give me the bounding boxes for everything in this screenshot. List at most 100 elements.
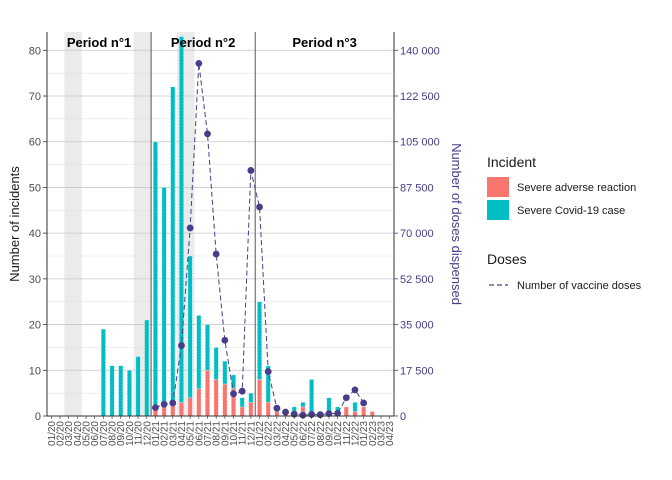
x-tick-label: 04/22 <box>281 421 292 446</box>
bar-adverse-11-21 <box>239 406 245 417</box>
x-tick-label: 03/23 <box>376 421 387 446</box>
period-label: Period n°1 <box>67 35 131 50</box>
bar-covid-02-21 <box>161 187 167 403</box>
doses-point <box>360 399 368 407</box>
plot-panel: Period n°1 Period n°2 Period n°3 <box>47 32 394 419</box>
doses-point <box>334 409 342 417</box>
x-tick-label: 02/21 <box>160 421 171 446</box>
doses-point <box>160 400 168 408</box>
bar-covid-09-22 <box>326 397 332 417</box>
y-tick-label-left: 0 <box>35 411 41 423</box>
x-tick-label: 05/20 <box>82 421 93 446</box>
x-tick-label: 07/22 <box>307 421 318 446</box>
shade-03-20 <box>64 32 74 416</box>
x-tick-label: 09/21 <box>220 421 231 446</box>
y-axis-title-left: Number of incidents <box>7 166 22 282</box>
x-tick-label: 01/20 <box>47 421 58 446</box>
x-tick-label: 03/20 <box>64 421 75 446</box>
doses-point <box>256 203 263 211</box>
bar-adverse-06-21 <box>196 388 202 417</box>
doses-point <box>282 408 289 416</box>
x-tick-label: 10/21 <box>229 421 240 446</box>
doses-point <box>247 167 255 174</box>
bar-adverse-02-23 <box>369 411 375 417</box>
doses-point <box>351 386 359 394</box>
y-tick-label-left: 10 <box>29 365 41 377</box>
bar-adverse-05-21 <box>187 397 193 417</box>
x-tick-label: 05/21 <box>186 421 197 446</box>
y-tick-label-right: 122 500 <box>400 91 440 103</box>
bar-covid-05-22 <box>291 406 297 412</box>
doses-line <box>152 59 368 419</box>
doses-point <box>221 336 229 344</box>
legend-swatch-covid <box>487 200 509 220</box>
y-tick-label-right: 0 <box>400 411 406 423</box>
x-tick-label: 06/20 <box>90 421 101 446</box>
y-tick-label-left: 60 <box>29 137 41 149</box>
bar-covid-08-20 <box>109 365 115 417</box>
shade-05-21 <box>185 32 195 416</box>
x-tick-label: 04/20 <box>73 421 84 446</box>
bar-adverse-11-22 <box>343 406 349 417</box>
x-tick-label: 11/20 <box>134 421 145 446</box>
bar-adverse-01-22 <box>257 379 262 417</box>
bar-adverse-01-21 <box>153 406 158 417</box>
x-tick-label: 01/23 <box>359 421 370 446</box>
x-tick-label: 01/21 <box>151 421 162 446</box>
x-tick-label: 02/20 <box>56 421 67 446</box>
period-dividers <box>150 32 256 416</box>
y-tick-label-left: 20 <box>29 320 41 332</box>
bar-covid-12-21 <box>248 392 254 403</box>
legend-label-adverse: Severe adverse reaction <box>517 182 636 194</box>
bar-covid-01-21 <box>153 141 158 408</box>
legend-title-incident: Incident <box>487 154 536 170</box>
bar-covid-11-20 <box>135 356 141 417</box>
legend-swatch-adverse <box>487 177 509 197</box>
bar-adverse-12-22 <box>352 411 358 417</box>
x-tick-label: 08/20 <box>108 421 119 446</box>
x-tick-label: 12/20 <box>142 421 153 446</box>
x-tick-label: 03/21 <box>168 421 179 446</box>
bar-covid-03-21 <box>170 86 176 403</box>
y-tick-label-left: 80 <box>29 45 41 57</box>
x-tick-label: 06/22 <box>298 421 309 446</box>
bar-adverse-01-23 <box>361 406 367 417</box>
bar-adverse-12-21 <box>248 402 254 417</box>
x-tick-label: 04/23 <box>385 421 396 446</box>
y-tick-label-right: 140 000 <box>400 45 440 57</box>
legend-title-doses: Doses <box>487 251 527 267</box>
x-tick-label: 12/22 <box>350 421 361 446</box>
bar-adverse-07-21 <box>205 370 210 417</box>
bar-covid-06-22 <box>300 402 306 408</box>
x-tick-label: 01/22 <box>255 421 266 446</box>
doses-point <box>273 404 281 412</box>
shade-11-20 <box>133 32 143 416</box>
bar-adverse-02-22 <box>265 402 271 417</box>
shade-04-20 <box>73 32 82 416</box>
doses-point <box>204 130 211 138</box>
bar-adverse-08-21 <box>213 379 219 417</box>
bar-covid-09-20 <box>118 365 124 417</box>
shade-12-20 <box>142 32 152 416</box>
y-tick-label-right: 35 000 <box>400 320 434 332</box>
doses-point <box>238 387 246 395</box>
x-tick-label: 11/22 <box>342 421 353 446</box>
doses-point <box>212 250 220 258</box>
bar-adverse-04-21 <box>179 402 184 417</box>
y-tick-label-left: 40 <box>29 228 41 240</box>
period-labels: Period n°1 Period n°2 Period n°3 <box>67 35 357 50</box>
x-tick-label: 05/22 <box>290 421 301 446</box>
y-tick-label-right: 70 000 <box>400 228 434 240</box>
doses-point <box>169 399 177 407</box>
x-tick-label: 02/22 <box>264 421 275 446</box>
bar-covid-04-21 <box>179 36 184 403</box>
bar-covid-07-22 <box>309 379 314 417</box>
bar-covid-08-21 <box>213 347 219 380</box>
bar-adverse-09-21 <box>222 383 228 417</box>
bar-covid-11-21 <box>239 397 245 408</box>
bar-adverse-03-22 <box>274 411 280 417</box>
bar-covid-05-21 <box>187 255 193 398</box>
x-tick-label: 02/23 <box>368 421 379 446</box>
doses-point <box>186 224 194 232</box>
